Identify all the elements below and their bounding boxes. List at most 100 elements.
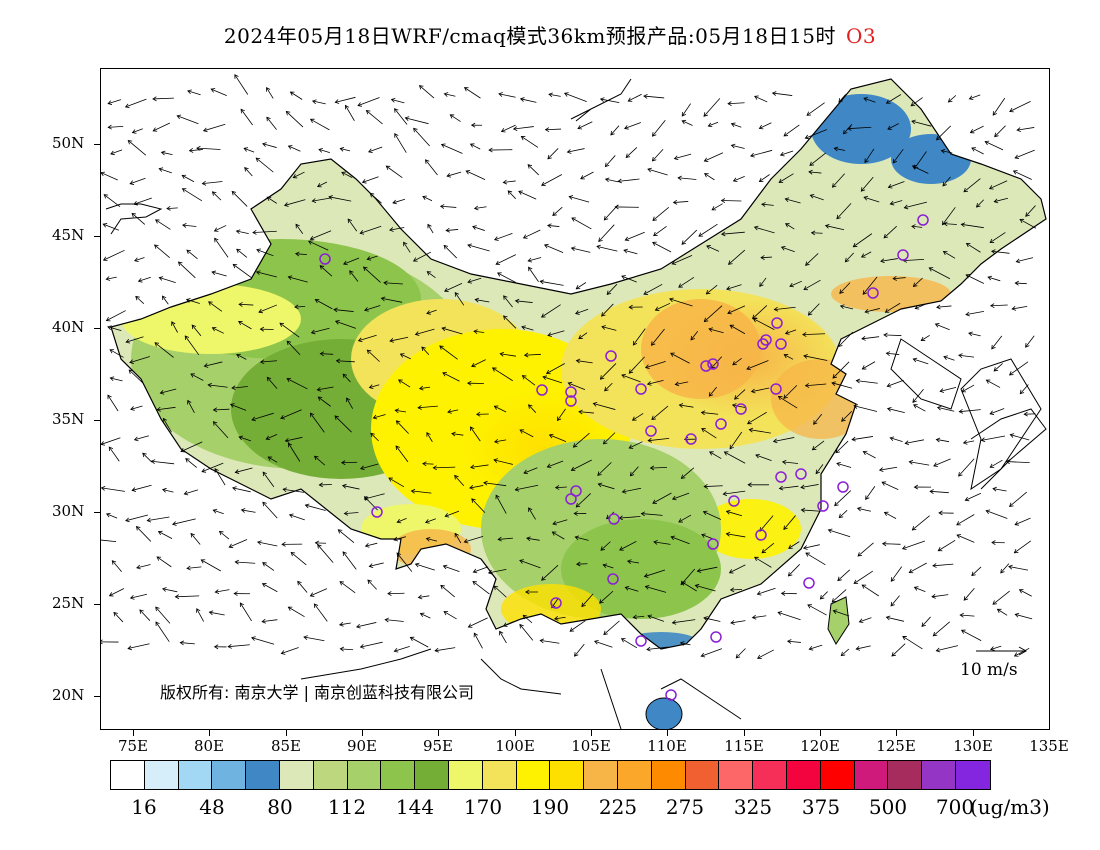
wind-arrow bbox=[784, 197, 801, 204]
wind-arrow bbox=[286, 377, 308, 390]
wind-arrow bbox=[442, 564, 460, 573]
wind-arrow bbox=[519, 97, 537, 103]
wind-arrow bbox=[988, 180, 1008, 190]
map-panel[interactable] bbox=[100, 68, 1050, 730]
wind-arrow bbox=[171, 321, 178, 333]
wind-arrow bbox=[493, 585, 507, 598]
wind-arrow bbox=[398, 379, 411, 388]
colorbar-label: 500 bbox=[868, 795, 908, 819]
wind-arrow bbox=[512, 126, 534, 132]
wind-arrow bbox=[819, 591, 828, 600]
wind-arrow bbox=[266, 116, 277, 130]
station-marker bbox=[775, 338, 787, 350]
wind-arrow bbox=[572, 432, 590, 448]
wind-arrow bbox=[980, 435, 1006, 443]
wind-arrow bbox=[756, 587, 776, 596]
wind-arrow bbox=[700, 410, 719, 416]
wind-arrow bbox=[342, 373, 351, 383]
station-marker bbox=[771, 317, 783, 329]
wind-arrow bbox=[883, 511, 897, 519]
wind-arrow bbox=[392, 198, 406, 205]
wind-arrow bbox=[236, 248, 248, 258]
wind-arrow bbox=[267, 456, 278, 463]
wind-arrow bbox=[444, 282, 463, 293]
wind-arrow bbox=[723, 451, 746, 464]
wind-arrow bbox=[760, 255, 772, 260]
coastline-caspian bbox=[105, 203, 163, 235]
wind-arrow bbox=[177, 261, 196, 279]
wind-arrow bbox=[503, 315, 517, 329]
wind-arrow bbox=[463, 87, 481, 99]
wind-arrow bbox=[133, 197, 152, 206]
wind-arrow bbox=[704, 173, 715, 181]
wind-arrow bbox=[703, 152, 724, 162]
wind-arrow bbox=[908, 459, 930, 466]
wind-arrow bbox=[780, 245, 795, 253]
wind-arrow bbox=[443, 92, 456, 97]
wind-arrow bbox=[989, 459, 1003, 468]
wind-arrow bbox=[993, 197, 1009, 204]
wind-arrow bbox=[152, 122, 171, 132]
colorbar-swatch bbox=[888, 761, 923, 789]
wind-arrow bbox=[502, 621, 514, 627]
wind-arrow bbox=[839, 304, 854, 310]
wind-arrow bbox=[266, 87, 274, 99]
wind-arrow bbox=[526, 536, 540, 542]
colorbar-swatch bbox=[955, 761, 990, 789]
wind-arrow bbox=[227, 643, 250, 649]
wind-arrow bbox=[911, 515, 930, 531]
wind-arrow bbox=[184, 335, 200, 356]
wind-arrow bbox=[131, 484, 152, 492]
wind-arrow bbox=[880, 258, 898, 264]
wind-arrow bbox=[158, 167, 172, 174]
wind-arrow bbox=[368, 384, 380, 389]
wind-arrow bbox=[678, 277, 695, 288]
wind-arrow bbox=[604, 382, 613, 392]
wind-arrow bbox=[339, 621, 351, 627]
wind-arrow bbox=[860, 176, 874, 192]
wind-arrow bbox=[426, 432, 433, 442]
wind-arrow bbox=[432, 465, 456, 471]
wind-arrow bbox=[677, 175, 697, 181]
wind-arrow bbox=[1005, 459, 1030, 465]
station-marker bbox=[795, 468, 807, 480]
wind-arrow bbox=[1009, 433, 1030, 441]
wind-arrow bbox=[860, 251, 872, 258]
wind-arrow bbox=[552, 519, 568, 526]
wind-arrow bbox=[440, 584, 455, 598]
lon-label-80e: 80E bbox=[193, 737, 225, 755]
wind-arrow bbox=[317, 544, 334, 563]
wind-arrow bbox=[547, 148, 559, 160]
wind-arrow bbox=[594, 639, 613, 648]
wind-arrow bbox=[548, 92, 561, 98]
wind-arrow bbox=[777, 396, 798, 409]
wind-arrow bbox=[681, 581, 697, 592]
wind-arrow bbox=[548, 433, 567, 442]
wind-arrow bbox=[653, 225, 667, 237]
wind-arrow bbox=[439, 345, 458, 360]
wind-arrow bbox=[394, 108, 408, 125]
wind-arrow bbox=[395, 420, 409, 434]
wind-arrow bbox=[563, 92, 587, 103]
lon-tick bbox=[667, 730, 668, 736]
wind-arrow bbox=[396, 518, 407, 524]
wind-arrow bbox=[380, 296, 403, 303]
wind-arrow bbox=[234, 559, 256, 565]
wind-arrow bbox=[239, 602, 252, 622]
wind-arrow bbox=[578, 332, 588, 340]
wind-arrow bbox=[158, 276, 176, 284]
wind-arrow bbox=[191, 324, 202, 337]
wind-arrow bbox=[934, 323, 950, 331]
wind-arrow bbox=[328, 195, 352, 202]
wind-arrow bbox=[105, 310, 126, 322]
wind-arrow bbox=[567, 381, 586, 390]
wind-arrow bbox=[528, 266, 539, 282]
taiwan-island bbox=[827, 596, 850, 645]
wind-arrow bbox=[621, 275, 637, 283]
wind-arrow bbox=[442, 372, 460, 382]
colorbar-swatch bbox=[516, 761, 551, 789]
wind-arrow bbox=[936, 405, 955, 412]
wind-arrow bbox=[884, 302, 901, 313]
wind-arrow bbox=[626, 559, 640, 565]
wind-arrow bbox=[343, 510, 359, 516]
